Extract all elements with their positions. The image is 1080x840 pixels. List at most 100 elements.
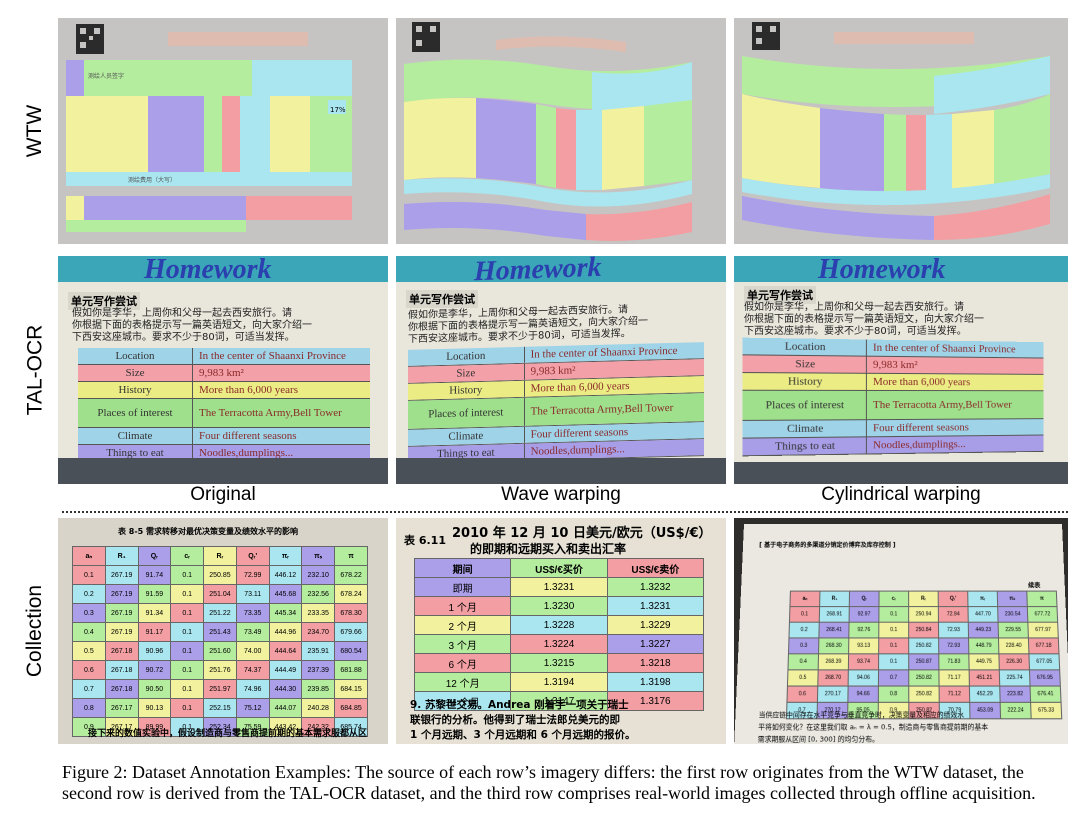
table-cell: 678.30 [334, 603, 368, 623]
section-title: 单元写作尝试 [68, 292, 140, 310]
table-cell: 677.05 [1028, 653, 1060, 670]
collection-1-title: 表 8-5 需求转移对最优决策变量及绩效水平的影响 [118, 527, 299, 536]
table-cell: 0.4 [72, 622, 106, 642]
tal-key-cell: Size [408, 363, 525, 383]
table-cell: 73.49 [235, 622, 270, 642]
table-cell: 251.22 [203, 603, 237, 623]
tal-value-cell: The Terracotta Army,Bell Tower [866, 390, 1044, 420]
table-cell: 678.22 [334, 565, 368, 585]
tal-value-cell: Noodles,dumplings... [193, 445, 370, 461]
qr-code-icon [76, 24, 104, 54]
table-cell: 74.00 [235, 641, 270, 661]
table-cell: 678.24 [334, 584, 368, 604]
table-row: 0.5 267.18 90.96 0.1 251.60 74.00 444.64 235.91… [72, 641, 368, 661]
table-row: 2 个月 1.3228 1.3229 [413, 615, 705, 635]
paragraph-line: 假如你是李华，上周你和父母一起去西安旅行。请 [744, 302, 964, 313]
tal-table: Location In the center of Shaanxi Provinc… [742, 337, 1044, 457]
table-cell: 71.83 [938, 653, 970, 670]
tal-table-row: Places of interest The Terracotta Army,Be… [78, 399, 370, 428]
table-header-row: aₙ R₁ Qᵣ cᵣ Rᵣ Qᵣ' πᵣ πₛ π [789, 591, 1057, 607]
table-header-cell: aₙ [789, 591, 820, 607]
table-cell: 0.7 [878, 669, 909, 687]
collection-1-footer: 接下来的数值实验中，假设制造商与零售商提前期的基本需求服都从区 [88, 729, 368, 739]
section-title: 单元写作尝试 [406, 290, 478, 308]
table-cell: 679.66 [334, 622, 368, 642]
table-cell: 75.12 [235, 698, 270, 718]
tal-value-cell: More than 6,000 years [193, 382, 370, 398]
table-cell: 444.07 [268, 698, 303, 718]
wtw-wave-image [396, 18, 726, 244]
table-header-cell: cᵣ [878, 591, 909, 607]
table-header-row: 期间 US$/€买价 US$/€卖价 [413, 558, 705, 578]
table-cell: 72.93 [938, 622, 969, 638]
table-cell: 92.97 [849, 606, 879, 623]
table-cell: 0.1 [170, 641, 205, 661]
table-cell: 1.3230 [510, 596, 608, 616]
table-cell: 235.91 [301, 641, 336, 661]
qr-code-icon [412, 22, 440, 52]
table-cell: 71.12 [939, 686, 970, 703]
table-cell: 6 个月 [413, 653, 512, 673]
data-table: aₙ R₁ Qᵣ cᵣ Rᵣ Qᵣ' πᵣ πₛ π 0.1 267.19 91.74 0.1 250.8… [72, 546, 368, 737]
table-cell: 72.94 [938, 606, 969, 623]
wtw-cylindrical-image [734, 18, 1068, 244]
table-row: 24 个月 1.3147 1.3176 [413, 691, 705, 711]
tal-key-cell: History [742, 373, 867, 390]
wtw-percent: 17% [330, 106, 346, 114]
table-header-cell: Rᵣ [203, 546, 237, 566]
tal-value-cell: Noodles,dumplings... [524, 439, 704, 460]
table-cell: 1.3215 [510, 653, 608, 673]
table-cell: 0.1 [878, 622, 909, 638]
table-cell: 1.3231 [606, 596, 705, 616]
tal-key-cell: History [78, 382, 193, 398]
table-cell: 239.85 [301, 679, 336, 699]
tal-table-row: Size 9,983 km² [78, 365, 370, 382]
table-cell: 250.87 [908, 653, 939, 670]
table-cell: 223.82 [999, 686, 1031, 703]
table-cell: 233.35 [301, 603, 336, 623]
tal-key-cell: Places of interest [408, 397, 525, 429]
table-row: 0.9 267.17 89.99 0.1 252.34 75.59 443.42 242.32… [72, 717, 368, 737]
row-separator [62, 511, 1068, 513]
table-row: 0.3 267.19 91.34 0.1 251.22 73.35 445.34 233.35… [72, 603, 368, 623]
table-header-cell: π [1026, 591, 1057, 607]
table-cell: 267.17 [104, 698, 139, 718]
collection-3-text-line: 需求期服从区间 [0, 300] 的均匀分布。 [757, 734, 880, 744]
collection-3-label: 续表 [1028, 582, 1041, 590]
table-cell: 267.19 [104, 584, 139, 604]
table-cell: 270.17 [817, 686, 849, 703]
table-header-cell: π [334, 546, 368, 566]
table-cell: 1.3194 [510, 672, 608, 692]
tal-key-cell: Location [742, 337, 867, 356]
table-row: 0.6 270.17 94.66 0.8 250.82 71.12 452.29 223.82… [786, 686, 1062, 703]
table-row: 1 个月 1.3230 1.3231 [413, 596, 705, 616]
table-cell: 267.18 [104, 641, 139, 661]
tal-key-cell: Location [78, 348, 193, 364]
table-cell: 1.3224 [510, 634, 608, 654]
table-cell: 1.3227 [606, 634, 705, 654]
table-cell: 225.74 [999, 669, 1031, 687]
figure-caption: Figure 2: Dataset Annotation Examples: T… [62, 762, 1036, 803]
table-row: 12 个月 1.3194 1.3198 [413, 672, 705, 692]
collection-3-title: [ 基于电子商务的多渠道分销定价博弈及库存控制 ] [758, 541, 896, 549]
table-cell: 252.15 [203, 698, 237, 718]
table-row: 0.3 268.30 93.13 0.1 250.82 72.93 448.79 228.40… [788, 637, 1059, 654]
table-cell: 72.93 [938, 637, 969, 654]
tal-key-cell: Climate [408, 426, 525, 446]
paragraph-line: 假如你是李华，上周你和父母一起去西安旅行。请 [72, 308, 292, 319]
table-cell: 0.5 [787, 669, 819, 687]
tal-table-row: Size 9,983 km² [742, 355, 1044, 375]
tal-value-cell: In the center of Shaanxi Province [866, 339, 1044, 358]
table-cell: 448.79 [968, 637, 999, 654]
table-cell: 446.12 [268, 565, 303, 585]
table-header-cell: cᵣ [170, 546, 205, 566]
tal-key-cell: History [408, 380, 525, 400]
table-cell: 267.19 [104, 565, 139, 585]
homework-header: Homework [818, 256, 946, 285]
table-header-cell: Qᵣ [137, 546, 172, 566]
table-cell: 1.3229 [606, 615, 705, 635]
table-cell: 91.59 [137, 584, 172, 604]
table-row: 0.1 267.19 91.74 0.1 250.85 72.99 446.12 232.10… [72, 565, 368, 585]
tal-table-row: Places of interest The Terracotta Army,Be… [742, 390, 1044, 421]
table-cell: 232.10 [301, 565, 336, 585]
